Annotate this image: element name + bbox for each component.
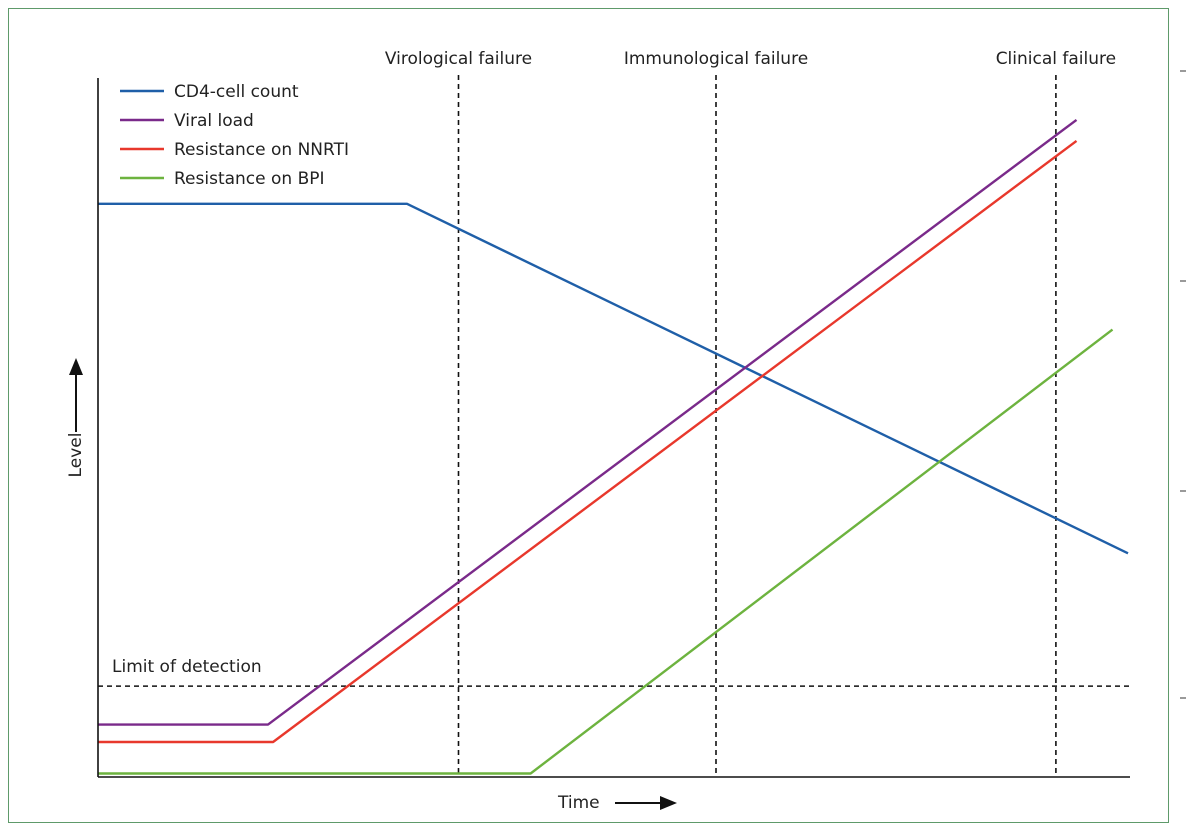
limit-of-detection-label: Limit of detection (112, 657, 262, 677)
legend-label-viral-load: Viral load (174, 111, 254, 131)
legend-label-resistance-on-bpi: Resistance on BPI (174, 169, 325, 189)
y-axis-arrow-icon (69, 358, 83, 432)
axes: Level Time (66, 78, 1130, 813)
series-line-viral-load (98, 118, 1078, 726)
y-axis-label: Level (66, 433, 86, 478)
legend: CD4-cell count Viral load Resistance on NN… (120, 82, 349, 189)
series-group (98, 118, 1129, 775)
marker-label-virological-failure: Virological failure (385, 49, 532, 69)
margin-mark (1180, 70, 1186, 72)
margin-mark (1180, 280, 1186, 282)
margin-mark (1180, 697, 1186, 699)
x-axis-label: Time (557, 793, 600, 813)
marker-label-immunological-failure: Immunological failure (624, 49, 808, 69)
margin-mark (1180, 490, 1186, 492)
x-axis-arrow-icon (615, 796, 677, 810)
series-line-cd4-cell-count (98, 202, 1129, 555)
legend-label-resistance-on-nnrti: Resistance on NNRTI (174, 140, 349, 160)
series-line-resistance-on-nnrti (98, 139, 1078, 744)
series-line-resistance-on-bpi (98, 328, 1114, 775)
marker-label-clinical-failure: Clinical failure (996, 49, 1116, 69)
page-margin-marks (1176, 0, 1187, 831)
figure-frame (8, 8, 1169, 823)
failure-markers: Virological failure Immunological failure… (98, 49, 1130, 777)
legend-label-cd4-cell-count: CD4-cell count (174, 82, 299, 102)
